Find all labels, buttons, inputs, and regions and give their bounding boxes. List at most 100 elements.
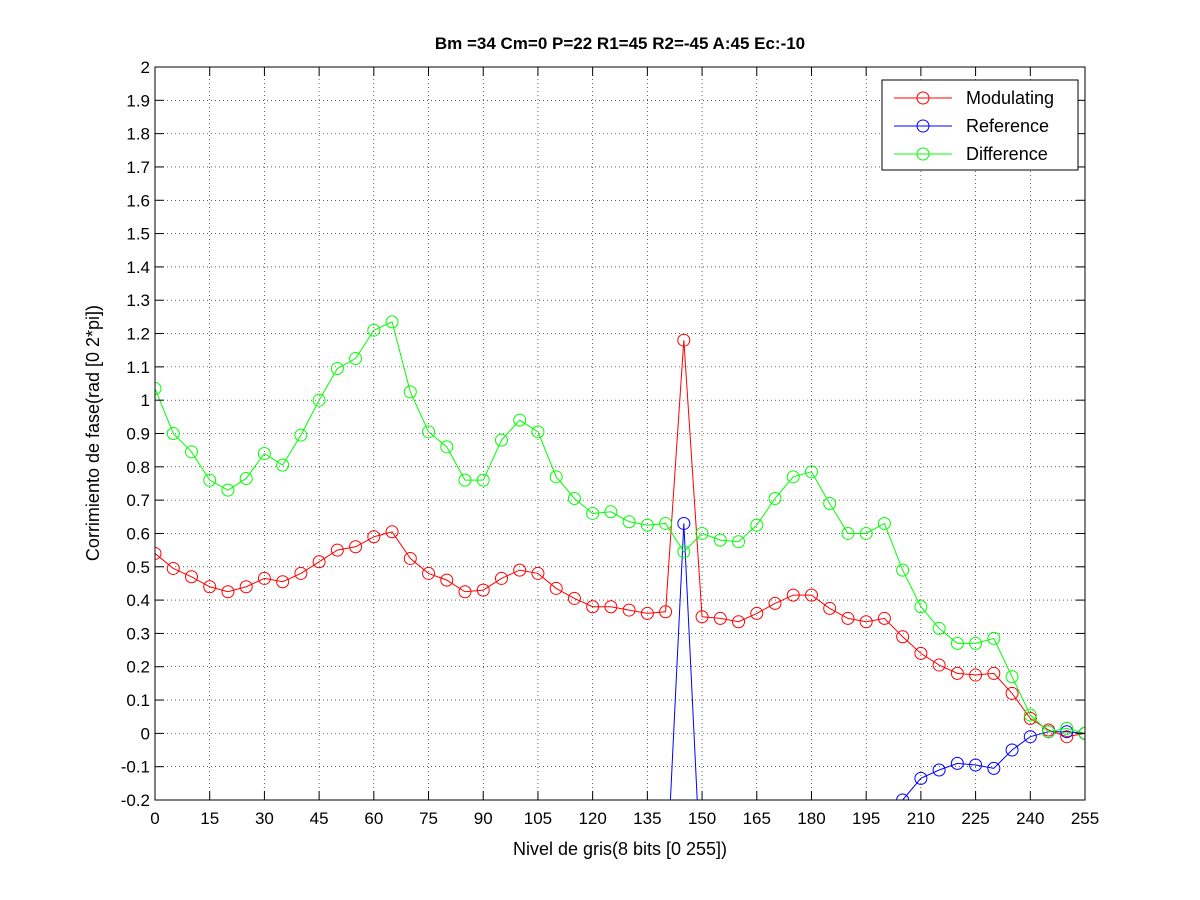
- y-tick-label: 1.1: [126, 358, 150, 377]
- data-point: [896, 793, 910, 800]
- data-point: [440, 573, 454, 587]
- y-tick-label: 0.5: [126, 558, 150, 577]
- data-point: [1005, 686, 1019, 700]
- x-tick-label: 45: [310, 809, 329, 828]
- data-point: [476, 473, 490, 487]
- data-point: [914, 600, 928, 614]
- y-tick-label: 0.6: [126, 524, 150, 543]
- data-point: [969, 636, 983, 650]
- data-point: [239, 471, 253, 485]
- data-point: [950, 756, 964, 770]
- data-point: [604, 505, 618, 519]
- data-point: [155, 546, 162, 560]
- data-point: [932, 621, 946, 635]
- data-point: [166, 561, 180, 575]
- series-line-modulating: [155, 340, 1085, 738]
- data-point: [549, 581, 563, 595]
- data-point: [276, 458, 290, 472]
- series-line-difference: [155, 321, 1085, 734]
- data-point: [1005, 743, 1019, 757]
- data-point: [896, 563, 910, 577]
- y-tick-label: 1.7: [126, 158, 150, 177]
- data-point: [987, 666, 1001, 680]
- data-point: [586, 506, 600, 520]
- data-point: [786, 588, 800, 602]
- data-point: [622, 603, 636, 617]
- data-point: [385, 525, 399, 539]
- x-tick-label: 165: [743, 809, 771, 828]
- y-tick-label: 2: [141, 58, 150, 77]
- data-point: [732, 535, 746, 549]
- x-tick-label: 60: [364, 809, 383, 828]
- data-point: [950, 666, 964, 680]
- legend-marker-reference: [916, 119, 930, 133]
- data-point: [932, 658, 946, 672]
- data-point: [841, 611, 855, 625]
- x-tick-label: 150: [688, 809, 716, 828]
- data-point: [987, 631, 1001, 645]
- y-tick-label: 1: [141, 391, 150, 410]
- y-tick-label: 0.9: [126, 425, 150, 444]
- data-point: [458, 473, 472, 487]
- data-point: [859, 526, 873, 540]
- data-point: [750, 518, 764, 532]
- data-point: [987, 761, 1001, 775]
- data-point: [513, 413, 527, 427]
- data-point: [677, 545, 691, 559]
- data-point: [1042, 725, 1056, 739]
- y-tick-label: 0.8: [126, 458, 150, 477]
- data-point: [877, 516, 891, 530]
- data-point: [804, 465, 818, 479]
- y-tick-label: 1.5: [126, 225, 150, 244]
- data-point: [239, 580, 253, 594]
- y-tick-label: -0.1: [121, 758, 150, 777]
- data-point: [695, 526, 709, 540]
- series-difference: [155, 315, 1085, 740]
- legend-label-modulating: Modulating: [966, 88, 1054, 108]
- data-point: [950, 636, 964, 650]
- y-tick-label: 1.6: [126, 191, 150, 210]
- data-point: [403, 385, 417, 399]
- data-point: [677, 516, 691, 530]
- data-point: [969, 668, 983, 682]
- x-tick-label: 240: [1016, 809, 1044, 828]
- y-tick-label: 0.3: [126, 624, 150, 643]
- y-tick-label: 1.3: [126, 291, 150, 310]
- data-point: [513, 563, 527, 577]
- data-point: [640, 606, 654, 620]
- data-point: [494, 433, 508, 447]
- data-point: [330, 543, 344, 557]
- data-point: [155, 382, 162, 396]
- data-point: [203, 580, 217, 594]
- data-point: [823, 601, 837, 615]
- y-tick-label: 1.9: [126, 91, 150, 110]
- data-point: [1023, 711, 1037, 725]
- data-point: [1060, 725, 1074, 739]
- data-point: [367, 530, 381, 544]
- x-axis-label: Nivel de gris(8 bits [0 255]): [513, 839, 727, 859]
- data-point: [713, 533, 727, 547]
- data-point: [1060, 730, 1074, 744]
- y-tick-label: 1.4: [126, 258, 150, 277]
- data-point: [914, 646, 928, 660]
- data-point: [768, 491, 782, 505]
- x-tick-label: 75: [419, 809, 438, 828]
- data-point: [841, 526, 855, 540]
- series-layer: [155, 315, 1085, 800]
- data-point: [969, 758, 983, 772]
- data-point: [221, 585, 235, 599]
- y-tick-label: 1.2: [126, 325, 150, 344]
- x-tick-label: 195: [852, 809, 880, 828]
- legend-box: [881, 79, 1079, 171]
- data-point: [312, 555, 326, 569]
- legend-label-reference: Reference: [966, 116, 1049, 136]
- series-modulating: [155, 333, 1085, 744]
- grid: [155, 67, 1085, 800]
- x-tick-label: 90: [474, 809, 493, 828]
- legend-marker-modulating: [916, 91, 930, 105]
- data-point: [1005, 670, 1019, 684]
- x-tick-label: 225: [961, 809, 989, 828]
- data-point: [203, 473, 217, 487]
- data-point: [458, 585, 472, 599]
- data-point: [422, 425, 436, 439]
